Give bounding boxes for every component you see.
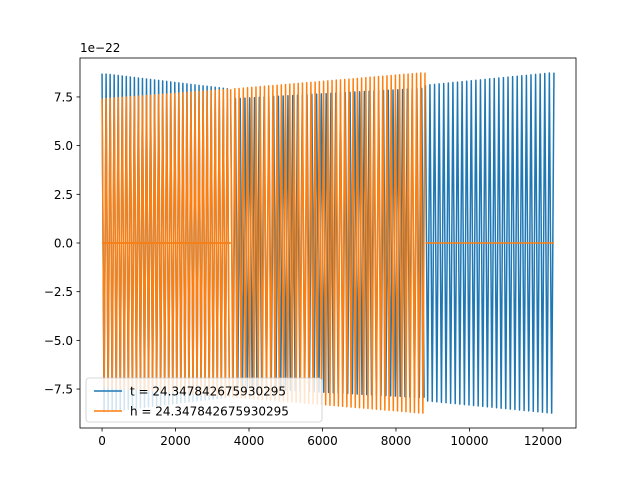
x-tick-label: 12000 (524, 434, 562, 448)
legend: t = 24.347842675930295 h = 24.34784267593… (85, 377, 323, 423)
x-tick-label: 4000 (234, 434, 265, 448)
x-tick-label: 6000 (307, 434, 338, 448)
legend-label-2: h = 24.347842675930295 (130, 405, 289, 419)
x-tick-label: 8000 (381, 434, 412, 448)
y-tick-label: 5.0 (54, 139, 73, 153)
x-tick-label: 2000 (160, 434, 191, 448)
y-tick-label: 7.5 (54, 90, 73, 104)
series-2 (101, 72, 554, 414)
legend-box (85, 377, 323, 423)
y-tick-label: 0.0 (54, 237, 73, 251)
y-tick-label: −7.5 (44, 383, 73, 397)
y-tick-label: −5.0 (44, 334, 73, 348)
series-layer (101, 72, 555, 414)
y-axis: −7.5 −5.0 −2.5 0.0 2.5 5.0 7.5 (44, 90, 80, 397)
y-tick-label: 2.5 (54, 188, 73, 202)
x-axis: 0 2000 4000 6000 8000 10000 12000 (98, 428, 562, 448)
legend-label-1: t = 24.347842675930295 (130, 385, 286, 399)
series-2-segment-3 (229, 72, 426, 414)
x-tick-label: 0 (98, 434, 106, 448)
x-tick-label: 10000 (450, 434, 488, 448)
y-tick-label: −2.5 (44, 285, 73, 299)
series-1-segment-4 (424, 72, 555, 414)
y-offset-label: 1e−22 (80, 41, 120, 55)
